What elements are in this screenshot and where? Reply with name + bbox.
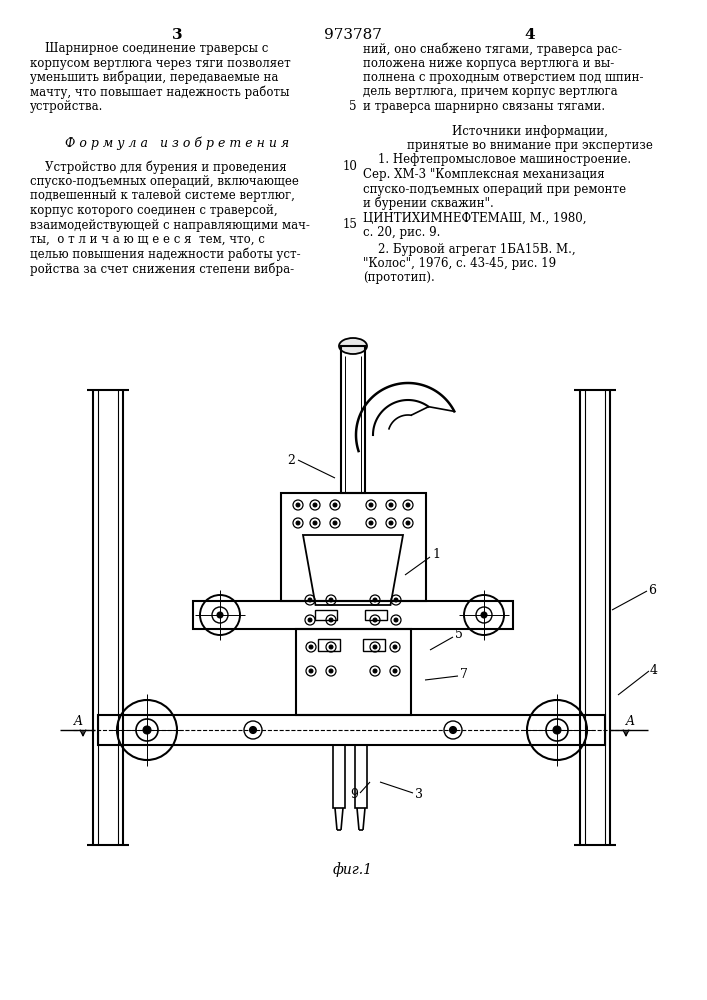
Text: фиг.1: фиг.1 (333, 862, 373, 877)
Circle shape (450, 726, 457, 734)
Text: спуско-подъемных операций при ремонте: спуско-подъемных операций при ремонте (363, 182, 626, 196)
Text: и бурении скважин".: и бурении скважин". (363, 197, 493, 211)
Circle shape (333, 521, 337, 525)
Bar (318, 639, 340, 651)
Circle shape (313, 521, 317, 525)
Circle shape (373, 669, 377, 673)
Bar (363, 639, 385, 651)
Text: целью повышения надежности работы уст-: целью повышения надежности работы уст- (30, 247, 300, 261)
Circle shape (329, 669, 333, 673)
Text: ЦИНТИХИМНЕФТЕМАШ, М., 1980,: ЦИНТИХИМНЕФТЕМАШ, М., 1980, (363, 212, 587, 225)
Text: (прототип).: (прототип). (363, 271, 435, 284)
Circle shape (329, 618, 333, 622)
Circle shape (481, 612, 487, 618)
Text: дель вертлюга, причем корпус вертлюга: дель вертлюга, причем корпус вертлюга (363, 86, 618, 99)
Text: 4: 4 (650, 664, 658, 676)
Text: принятые во внимание при экспертизе: принятые во внимание при экспертизе (407, 139, 653, 152)
Bar (98, 715, 605, 745)
Circle shape (308, 618, 312, 622)
Text: "Колос", 1976, с. 43-45, рис. 19: "Колос", 1976, с. 43-45, рис. 19 (363, 257, 556, 270)
Circle shape (373, 645, 377, 649)
Bar (281, 493, 426, 601)
Circle shape (406, 503, 410, 507)
Text: 973787: 973787 (324, 28, 382, 42)
Text: взаимодействующей с направляющими мач-: взаимодействующей с направляющими мач- (30, 219, 310, 232)
Text: 1. Нефтепромысловое машиностроение.: 1. Нефтепромысловое машиностроение. (363, 153, 631, 166)
Bar (341, 346, 365, 493)
Circle shape (296, 521, 300, 525)
Text: 1: 1 (432, 548, 440, 562)
Circle shape (296, 503, 300, 507)
Text: мачту, что повышает надежность работы: мачту, что повышает надежность работы (30, 86, 289, 99)
Ellipse shape (339, 338, 367, 354)
Text: с. 20, рис. 9.: с. 20, рис. 9. (363, 226, 440, 239)
Text: Устройство для бурения и проведения: Устройство для бурения и проведения (30, 160, 286, 174)
Text: 7: 7 (460, 668, 468, 682)
Text: положена ниже корпуса вертлюга и вы-: положена ниже корпуса вертлюга и вы- (363, 56, 614, 70)
Circle shape (389, 521, 393, 525)
Text: 5: 5 (349, 100, 357, 113)
Text: Источники информации,: Источники информации, (452, 124, 608, 137)
Text: уменьшить вибрации, передаваемые на: уменьшить вибрации, передаваемые на (30, 71, 279, 85)
Circle shape (313, 503, 317, 507)
Text: корпус которого соединен с траверсой,: корпус которого соединен с траверсой, (30, 204, 278, 217)
Circle shape (373, 598, 377, 602)
Text: подвешенный к талевой системе вертлюг,: подвешенный к талевой системе вертлюг, (30, 190, 295, 202)
Bar (315, 610, 337, 620)
Text: 4: 4 (525, 28, 535, 42)
Bar (193, 601, 513, 629)
Text: A: A (74, 715, 83, 728)
Text: корпусом вертлюга через тяги позволяет: корпусом вертлюга через тяги позволяет (30, 56, 291, 70)
Circle shape (217, 612, 223, 618)
Text: Сер. ХМ-3 "Комплексная механизация: Сер. ХМ-3 "Комплексная механизация (363, 168, 604, 181)
Text: 2: 2 (287, 454, 295, 466)
Bar (333, 745, 345, 808)
Text: ты,  о т л и ч а ю щ е е с я  тем, что, с: ты, о т л и ч а ю щ е е с я тем, что, с (30, 233, 265, 246)
Text: ний, оно снабжено тягами, траверса рас-: ний, оно снабжено тягами, траверса рас- (363, 42, 622, 55)
Text: устройства.: устройства. (30, 100, 103, 113)
Text: 6: 6 (648, 584, 656, 596)
Text: 10: 10 (342, 160, 357, 174)
Circle shape (373, 618, 377, 622)
Bar (365, 610, 387, 620)
Circle shape (309, 669, 313, 673)
Circle shape (369, 521, 373, 525)
Bar (355, 745, 367, 808)
Text: и траверса шарнирно связаны тягами.: и траверса шарнирно связаны тягами. (363, 100, 605, 113)
Text: ройства за счет снижения степени вибра-: ройства за счет снижения степени вибра- (30, 262, 294, 275)
Text: спуско-подъемных операций, включающее: спуско-подъемных операций, включающее (30, 175, 299, 188)
Circle shape (329, 598, 333, 602)
Circle shape (393, 645, 397, 649)
Text: A: A (626, 715, 635, 728)
Bar (296, 629, 411, 715)
Circle shape (329, 645, 333, 649)
Circle shape (250, 726, 257, 734)
Text: Ф о р м у л а   и з о б р е т е н и я: Ф о р м у л а и з о б р е т е н и я (65, 136, 289, 150)
Circle shape (333, 503, 337, 507)
Circle shape (553, 726, 561, 734)
Circle shape (389, 503, 393, 507)
Text: 3: 3 (172, 28, 182, 42)
Circle shape (143, 726, 151, 734)
Circle shape (406, 521, 410, 525)
Text: 2. Буровой агрегат 1БА15В. М.,: 2. Буровой агрегат 1БА15В. М., (363, 242, 575, 255)
Text: полнена с проходным отверстием под шпин-: полнена с проходным отверстием под шпин- (363, 71, 643, 84)
Circle shape (393, 669, 397, 673)
Circle shape (309, 645, 313, 649)
Circle shape (394, 598, 398, 602)
Circle shape (394, 618, 398, 622)
Circle shape (369, 503, 373, 507)
Text: 9: 9 (350, 788, 358, 802)
Circle shape (308, 598, 312, 602)
Text: 3: 3 (415, 788, 423, 802)
Text: 15: 15 (342, 219, 357, 232)
Text: 5: 5 (455, 629, 463, 642)
Text: Шарнирное соединение траверсы с: Шарнирное соединение траверсы с (30, 42, 269, 55)
